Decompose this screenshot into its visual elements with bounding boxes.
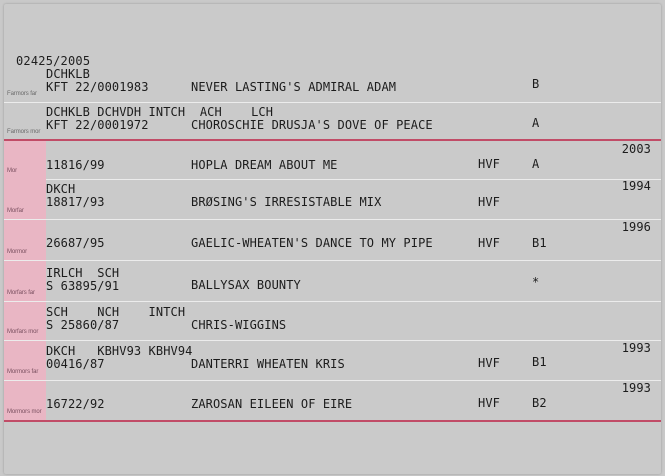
- registration-no: 00416/87: [46, 357, 105, 371]
- hvf-mark: HVF: [478, 236, 500, 250]
- row-role-label: Mormors mor: [4, 381, 46, 420]
- dog-name: DANTERRI WHEATEN KRIS: [191, 357, 345, 371]
- dog-name: BRØSING'S IRRESISTABLE MIX: [191, 195, 382, 209]
- pedigree-row: Morfars far IRLCH SCH S 63895/91 BALLYSA…: [4, 261, 661, 302]
- registration-no: 11816/99: [46, 158, 105, 172]
- pedigree-row: Farmors far DCHKLB KFT 22/0001983 NEVER …: [4, 65, 661, 103]
- registration-no: KFT 22/0001983: [46, 80, 149, 94]
- dog-name: NEVER LASTING'S ADMIRAL ADAM: [191, 80, 397, 94]
- year: 1994: [621, 179, 651, 193]
- row-role-label: Morfars far: [4, 261, 46, 301]
- year: 2003: [621, 142, 651, 156]
- pedigree-row: Mormor 26687/95 GAELIC-WHEATEN'S DANCE T…: [4, 220, 661, 261]
- row-role-label: Farmors far: [7, 91, 37, 97]
- hd-grade: A: [532, 116, 540, 130]
- year: 1993: [621, 381, 651, 395]
- row-role-label: Farmors mor: [7, 129, 41, 135]
- pedigree-row: Mormors far DKCH KBHV93 KBHV94 00416/87 …: [4, 341, 661, 381]
- pedigree-card: 02425/2005 Farmors far DCHKLB KFT 22/000…: [4, 4, 661, 474]
- titles: DKCH KBHV93 KBHV94: [46, 344, 193, 358]
- row-role-label: Morfar: [4, 179, 46, 219]
- hd-grade: B2: [532, 396, 547, 410]
- year: 1993: [621, 341, 651, 355]
- row-role-label: Mor: [4, 141, 46, 179]
- pedigree-row: Farmors mor DCHKLB DCHVDH INTCH ACH LCH …: [4, 103, 661, 141]
- row-role-label: Mormors far: [4, 341, 46, 380]
- hd-grade: B: [532, 77, 540, 91]
- registration-no: S 25860/87: [46, 318, 120, 332]
- registration-no: 16722/92: [46, 397, 105, 411]
- hvf-mark: HVF: [478, 157, 500, 171]
- pedigree-row: Morfar DKCH 18817/93 BRØSING'S IRRESISTA…: [4, 179, 661, 220]
- registration-no: 18817/93: [46, 195, 105, 209]
- registration-no: S 63895/91: [46, 279, 120, 293]
- titles: IRLCH SCH: [46, 266, 120, 280]
- registration-no: 26687/95: [46, 236, 105, 250]
- dog-name: BALLYSAX BOUNTY: [191, 278, 301, 292]
- hvf-mark: HVF: [478, 195, 500, 209]
- year: 1996: [621, 220, 651, 234]
- row-role-label: Morfars mor: [4, 302, 46, 340]
- dog-name: ZAROSAN EILEEN OF EIRE: [191, 397, 353, 411]
- titles: DCHKLB DCHVDH INTCH ACH LCH: [46, 105, 274, 119]
- dog-name: GAELIC-WHEATEN'S DANCE TO MY PIPE: [191, 236, 433, 250]
- hvf-mark: HVF: [478, 356, 500, 370]
- hd-grade: *: [532, 275, 540, 289]
- hd-grade: B1: [532, 236, 547, 250]
- dog-name: HOPLA DREAM ABOUT ME: [191, 158, 338, 172]
- registration-no: KFT 22/0001972: [46, 118, 149, 132]
- hvf-mark: HVF: [478, 396, 500, 410]
- titles: DKCH: [46, 182, 76, 196]
- hd-grade: B1: [532, 355, 547, 369]
- dog-name: CHRIS-WIGGINS: [191, 318, 287, 332]
- hd-grade: A: [532, 157, 540, 171]
- pedigree-row: Morfars mor SCH NCH INTCH S 25860/87 CHR…: [4, 302, 661, 341]
- pedigree-row: Mor 11816/99 HOPLA DREAM ABOUT ME HVF A …: [4, 139, 661, 180]
- titles: SCH NCH INTCH: [46, 305, 186, 319]
- dog-name: CHOROSCHIE DRUSJA'S DOVE OF PEACE: [191, 118, 433, 132]
- row-role-label: Mormor: [4, 220, 46, 260]
- pedigree-row: Mormors mor 16722/92 ZAROSAN EILEEN OF E…: [4, 381, 661, 422]
- registration-number: 02425/2005: [16, 54, 91, 68]
- titles: DCHKLB: [46, 67, 90, 81]
